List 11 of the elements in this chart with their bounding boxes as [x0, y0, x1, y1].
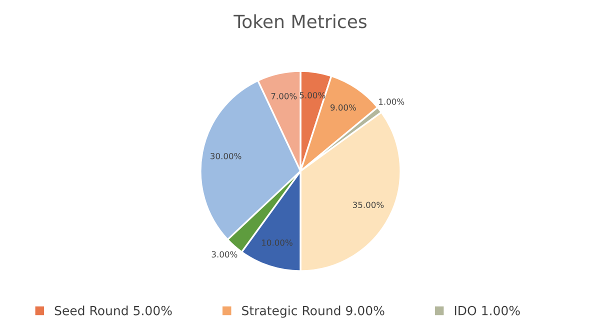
data-label: 35.00% [352, 202, 384, 208]
data-label: 1.00% [379, 98, 404, 105]
legend-label: Strategic Round 9.00% [242, 306, 384, 318]
legend-label: Seed Round 5.00% [54, 306, 172, 316]
legend-label: IDO 1.00% [454, 306, 520, 316]
chart-title: Token Metrices [234, 14, 366, 28]
data-label: 10.00% [262, 239, 292, 246]
data-label: 3.00% [212, 251, 238, 258]
data-label: 30.00% [210, 152, 242, 160]
data-label: 7.00% [271, 93, 297, 100]
data-label: 9.00% [330, 104, 356, 111]
